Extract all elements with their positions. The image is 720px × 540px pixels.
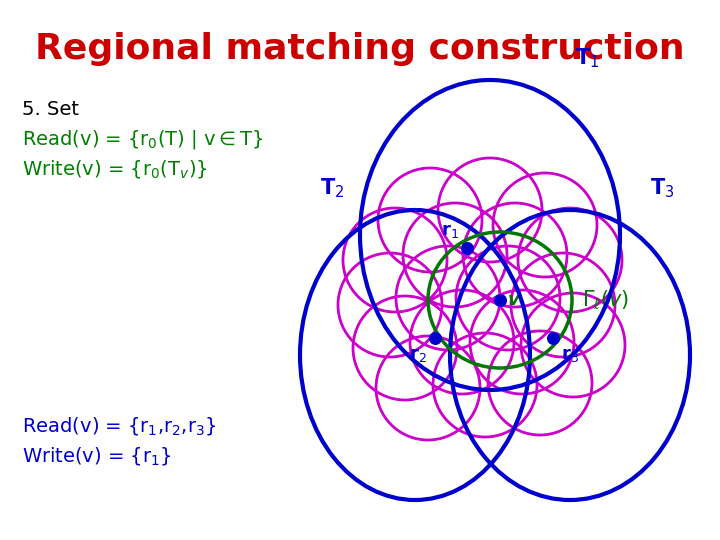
Text: T$_1$: T$_1$ (575, 46, 599, 70)
Text: Regional matching construction: Regional matching construction (35, 32, 685, 66)
Point (429, 334, 441, 342)
Text: T$_2$: T$_2$ (320, 177, 344, 200)
Text: Write(v) = {r$_0$(T$_v$)}: Write(v) = {r$_0$(T$_v$)} (22, 158, 207, 180)
Text: 5. Set: 5. Set (22, 100, 79, 119)
Text: r$_3$: r$_3$ (561, 346, 579, 364)
Point (547, 334, 559, 342)
Text: Write(v) = {r$_1$}: Write(v) = {r$_1$} (22, 445, 171, 467)
Text: Read(v) = {r$_0$(T) | v$\in$T}: Read(v) = {r$_0$(T) | v$\in$T} (22, 128, 264, 151)
Point (462, 244, 473, 252)
Text: Read(v) = {r$_1$,r$_2$,r$_3$}: Read(v) = {r$_1$,r$_2$,r$_3$} (22, 415, 217, 437)
Text: v: v (508, 291, 520, 309)
Text: r$_1$: r$_1$ (441, 222, 459, 240)
Point (494, 296, 505, 305)
Text: r$_2$: r$_2$ (409, 346, 427, 364)
Text: T$_3$: T$_3$ (650, 177, 675, 200)
Text: $\Gamma_\ell(v)$: $\Gamma_\ell(v)$ (582, 288, 629, 312)
